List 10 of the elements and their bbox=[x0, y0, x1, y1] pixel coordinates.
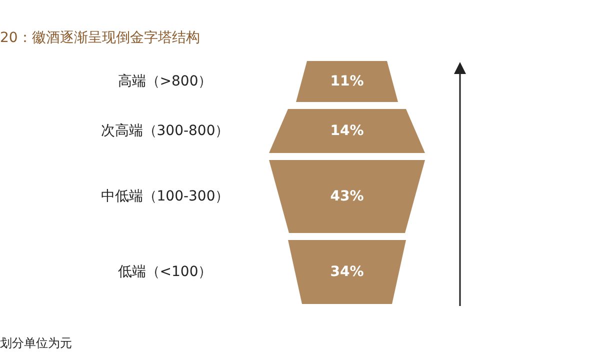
data-label: 43% bbox=[330, 188, 364, 204]
data-label: 34% bbox=[330, 264, 364, 280]
data-label: 14% bbox=[330, 123, 364, 139]
data-label: 11% bbox=[330, 74, 364, 90]
category-label: 中低端（100-300） bbox=[100, 188, 230, 204]
text: 20：徽酒逐渐呈现倒金字塔结构 bbox=[0, 30, 200, 46]
category-label: 次高端（300-800） bbox=[100, 123, 230, 139]
category-label: 高端（>800） bbox=[118, 74, 212, 90]
text: 划分单位为元 bbox=[0, 336, 72, 350]
category-label: 低端（<100） bbox=[118, 264, 212, 280]
